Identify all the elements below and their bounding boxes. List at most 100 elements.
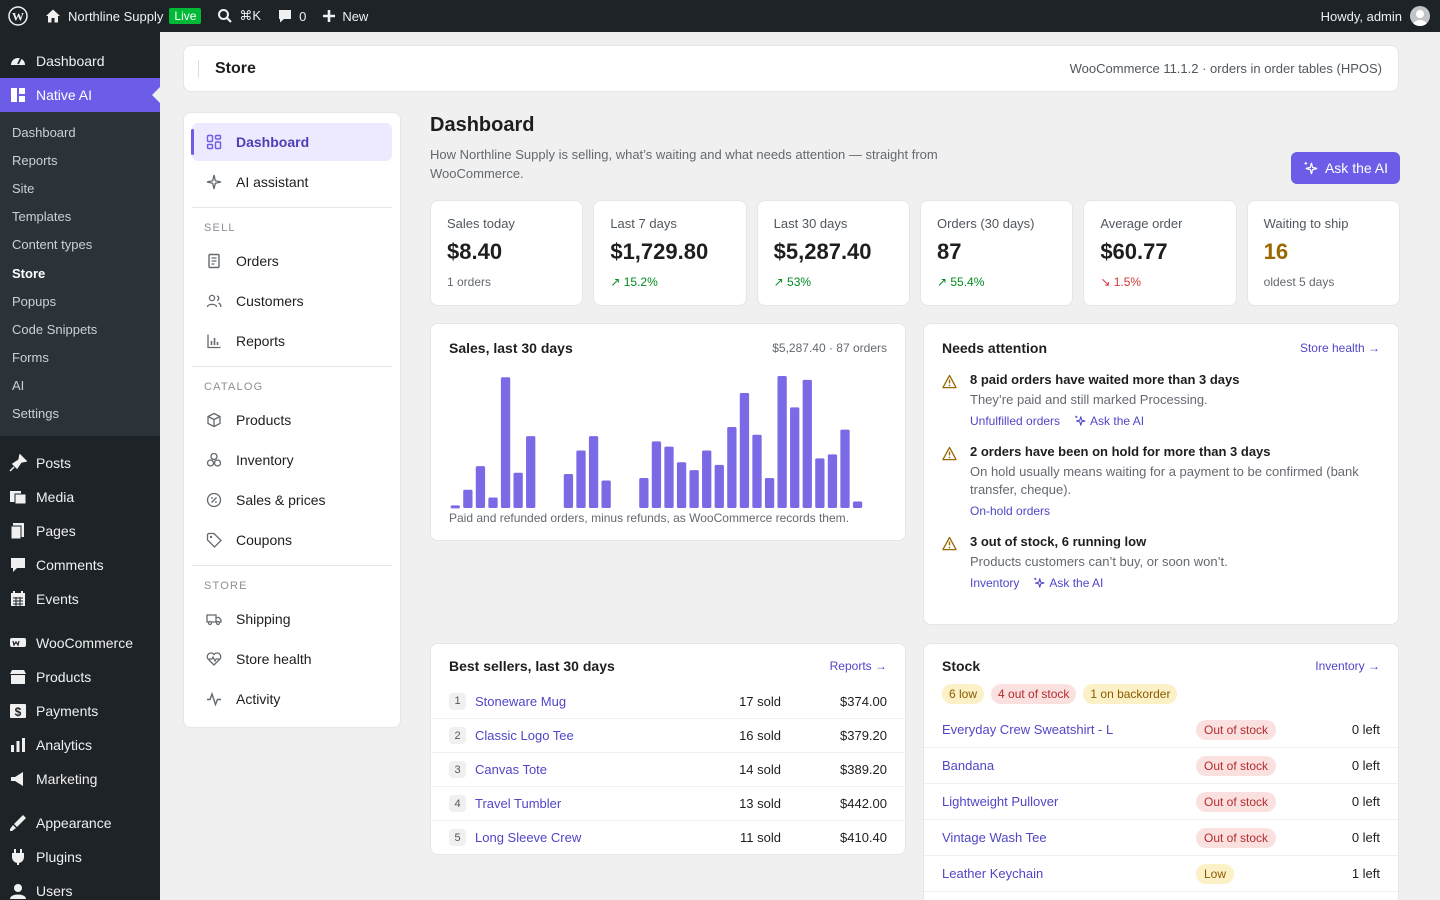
nav-sales-prices[interactable]: Sales & prices [192,481,392,519]
sales-bar[interactable] [702,450,712,509]
sales-bar[interactable] [463,489,473,508]
nav-orders[interactable]: Orders [192,242,392,280]
sales-bar[interactable] [764,477,775,508]
menu-events[interactable]: Events [0,582,160,616]
nav-products[interactable]: Products [192,401,392,439]
sales-bar[interactable] [714,464,724,508]
sales-bar[interactable] [815,458,825,508]
comments-count: 0 [299,8,307,24]
nav-ai-assistant[interactable]: AI assistant [192,163,392,201]
menu-users[interactable]: Users [0,874,160,900]
sales-bar[interactable] [777,376,787,508]
reports-link[interactable]: Reports → [829,659,887,673]
product-link[interactable]: Canvas Tote [475,762,548,777]
nav-activity[interactable]: Activity [192,680,392,718]
menu-native-ai[interactable]: Native AI [0,78,160,112]
sales-bar[interactable] [450,505,460,509]
submenu-item-dashboard[interactable]: Dashboard [12,124,76,140]
backorder-pill[interactable]: 1 on backorder [1083,684,1178,704]
product-link[interactable]: Classic Logo Tee [475,728,574,743]
nav-customers[interactable]: Customers [192,282,392,320]
account-menu[interactable]: Howdy, admin [1321,6,1440,26]
menu-dashboard[interactable]: Dashboard [0,44,160,78]
best-seller-row: 5 Long Sleeve Crew 11 sold $410.40 [431,820,905,854]
menu-comments[interactable]: Comments [0,548,160,582]
submenu-item-templates[interactable]: Templates [12,209,72,225]
stock-product-link[interactable]: Leather Keychain [942,866,1044,881]
low-stock-pill[interactable]: 6 low [942,684,985,704]
sales-bar[interactable] [727,426,737,508]
attention-link[interactable]: On-hold orders [970,504,1051,518]
sales-bar[interactable] [588,436,599,508]
menu-marketing[interactable]: Marketing [0,762,160,796]
sales-bar[interactable] [576,450,586,509]
inventory-link[interactable]: Inventory → [1315,659,1380,673]
menu-media[interactable]: Media [0,480,160,514]
search-button[interactable]: ⌘K [209,0,269,32]
submenu-item-site[interactable]: Site [12,180,35,196]
sales-bar[interactable] [840,429,850,508]
sales-bar[interactable] [526,436,536,508]
nav-store-health[interactable]: Store health [192,640,392,678]
stock-card: Stock Inventory → 6 low 4 out of stock 1… [923,643,1399,900]
nav-coupons[interactable]: Coupons [192,521,392,559]
wordpress-logo-button[interactable]: W [0,0,36,32]
sales-bar[interactable] [475,466,486,508]
out-of-stock-pill[interactable]: 4 out of stock [991,684,1077,704]
attention-ask-ai-link[interactable]: Ask the AI [1074,414,1144,428]
sales-bar[interactable] [827,454,838,508]
sales-bar[interactable] [802,379,812,508]
comments-button[interactable]: 0 [269,0,314,32]
new-content-button[interactable]: New [314,0,376,32]
sales-bar[interactable] [513,472,523,508]
store-health-link[interactable]: Store health → [1299,341,1380,355]
sales-bar[interactable] [664,446,674,508]
attention-ask-ai-link[interactable]: Ask the AI [1033,576,1103,590]
attention-link[interactable]: Unfulfilled orders [970,414,1061,428]
sales-bar[interactable] [689,470,699,508]
sales-bar[interactable] [676,462,687,508]
store-title: Store [198,59,256,78]
ask-ai-button[interactable]: Ask the AI [1291,152,1400,184]
menu-appearance[interactable]: Appearance [0,806,160,840]
sales-bar[interactable] [852,501,863,508]
sales-bar[interactable] [500,377,511,508]
stock-product-link[interactable]: Bandana [942,758,995,773]
submenu-item-code-snippets[interactable]: Code Snippets [12,321,98,337]
menu-payments[interactable]: $ Payments [0,694,160,728]
menu-products[interactable]: Products [0,660,160,694]
sales-bar[interactable] [739,392,750,508]
nav-reports[interactable]: Reports [192,322,392,360]
product-link[interactable]: Travel Tumbler [475,796,562,811]
menu-analytics[interactable]: Analytics [0,728,160,762]
stock-product-link[interactable]: Vintage Wash Tee [942,830,1047,845]
attention-link[interactable]: Inventory [970,576,1020,590]
menu-posts[interactable]: Posts [0,446,160,480]
sales-bar[interactable] [752,434,762,508]
heart-pulse-icon [206,652,222,666]
sales-bar[interactable] [651,441,662,508]
menu-plugins[interactable]: Plugins [0,840,160,874]
nav-inventory[interactable]: Inventory [192,441,392,479]
submenu-item-reports[interactable]: Reports [12,152,58,168]
sales-bar[interactable] [639,477,649,508]
sales-bar[interactable] [790,407,800,508]
sales-bar[interactable] [563,474,574,508]
stock-product-link[interactable]: Everyday Crew Sweatshirt - L [942,722,1114,737]
sales-bar[interactable] [488,497,498,508]
submenu-item-settings[interactable]: Settings [12,406,59,422]
submenu-item-popups[interactable]: Popups [12,293,57,309]
menu-woocommerce[interactable]: WooCommerce [0,626,160,660]
submenu-item-content-types[interactable]: Content types [12,237,93,253]
menu-pages[interactable]: Pages [0,514,160,548]
nav-shipping[interactable]: Shipping [192,600,392,638]
product-link[interactable]: Long Sleeve Crew [475,830,582,845]
sales-bar[interactable] [601,480,611,508]
submenu-item-ai[interactable]: AI [12,378,25,394]
submenu-item-store[interactable]: Store [12,265,46,281]
nav-dashboard[interactable]: Dashboard [191,123,392,161]
stock-product-link[interactable]: Lightweight Pullover [942,794,1059,809]
submenu-item-forms[interactable]: Forms [12,350,49,366]
product-link[interactable]: Stoneware Mug [475,693,567,709]
site-name-link[interactable]: Northline Supply Live [36,0,209,32]
